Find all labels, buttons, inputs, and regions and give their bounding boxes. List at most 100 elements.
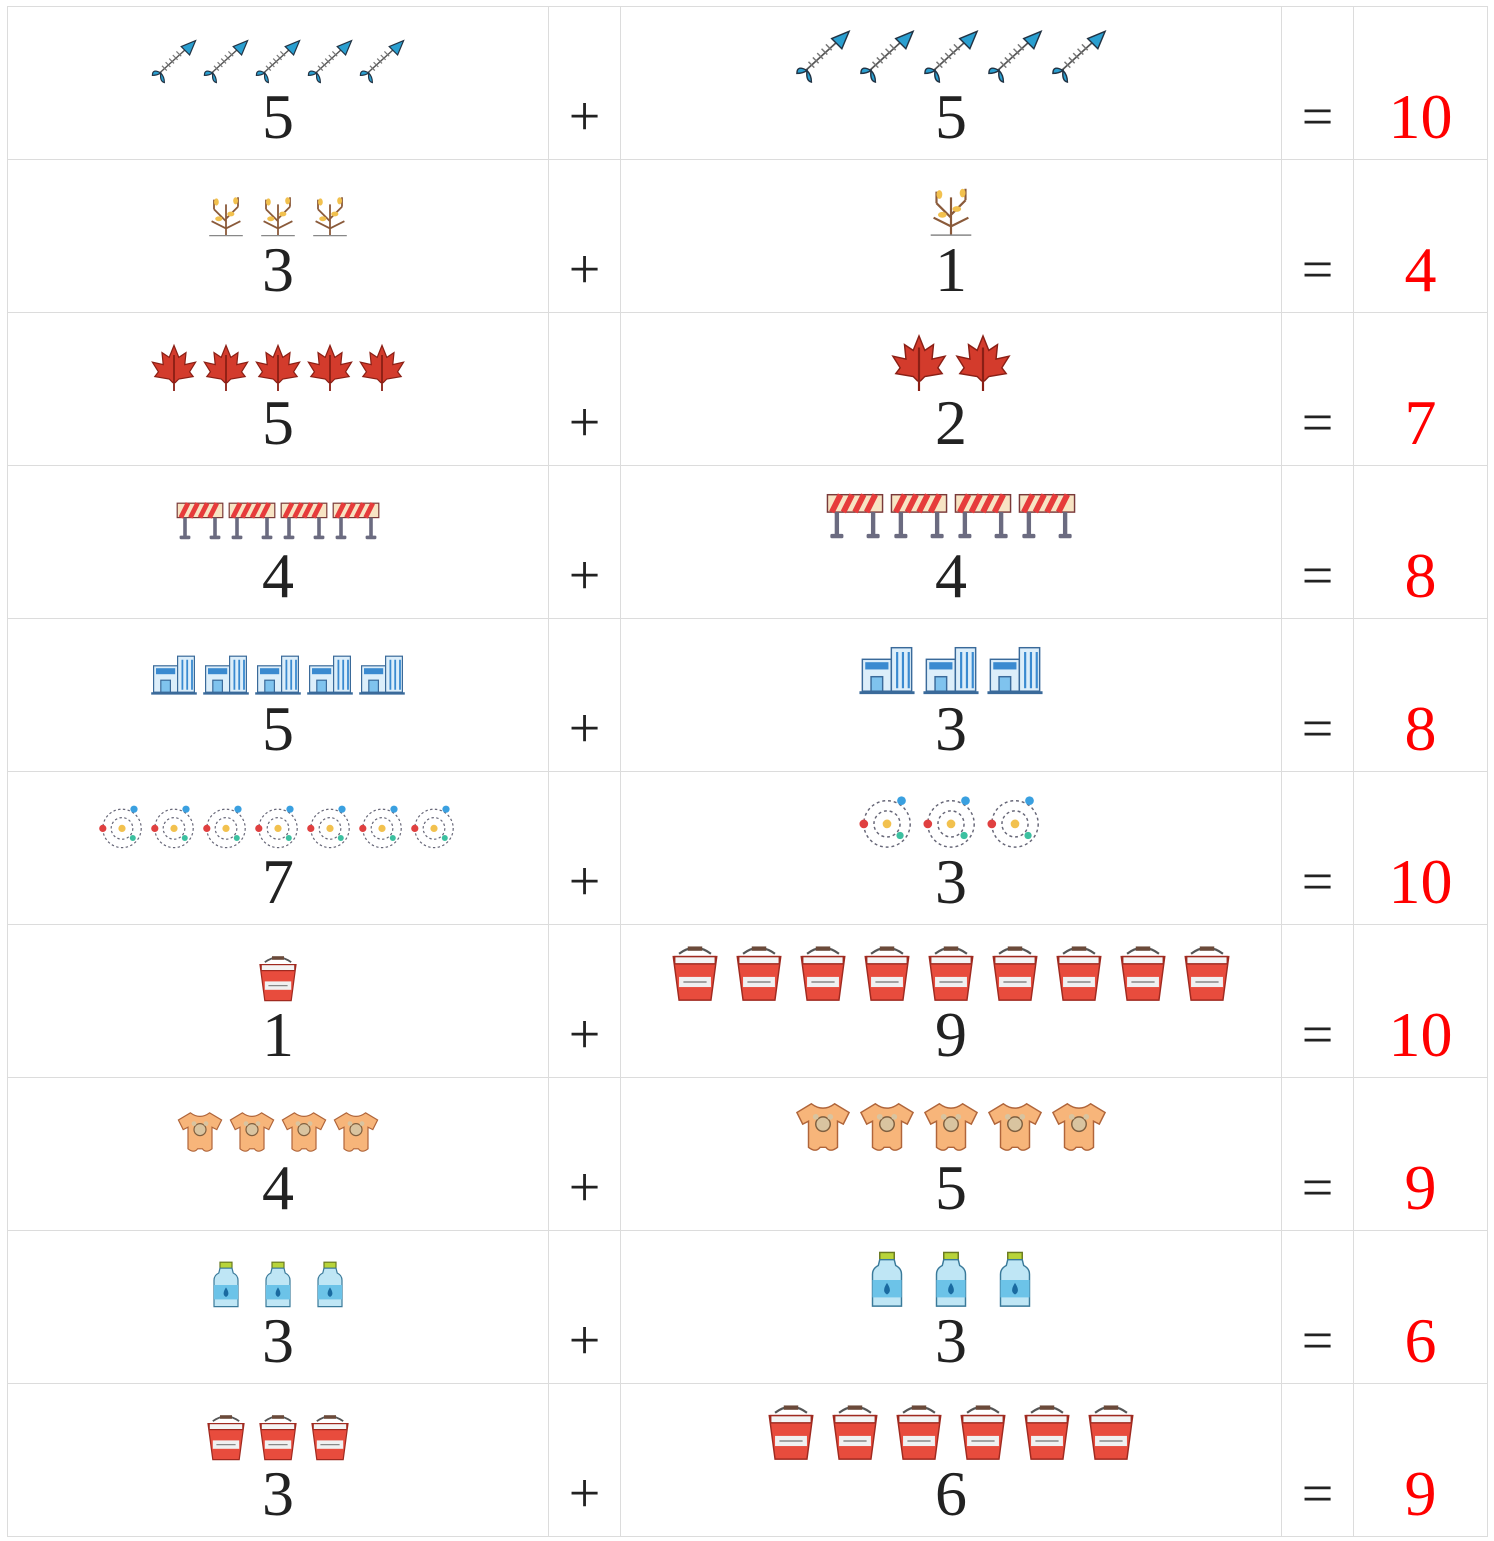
counting-icon xyxy=(1082,1404,1140,1462)
operator: = xyxy=(1282,1160,1353,1230)
icon-part xyxy=(318,198,323,205)
operator-cell: + xyxy=(549,619,621,772)
icon-part xyxy=(99,825,106,832)
icon-part xyxy=(287,518,291,537)
icon-part xyxy=(912,1405,927,1409)
counting-icon xyxy=(858,1251,916,1309)
icon-part xyxy=(1123,957,1164,964)
icon-part xyxy=(267,216,274,221)
icon-group xyxy=(621,331,1281,391)
number-cell: 3 xyxy=(8,160,549,313)
icon-part xyxy=(214,198,219,205)
answer: 10 xyxy=(1354,1003,1487,1077)
addend: 1 xyxy=(621,238,1281,312)
counting-icon xyxy=(954,333,1012,391)
counting-icon xyxy=(922,1251,980,1309)
icon-part xyxy=(316,49,342,73)
number-cell: 5 xyxy=(621,1078,1282,1231)
icon-group xyxy=(8,178,548,238)
counting-icon xyxy=(858,1098,916,1156)
icon-part xyxy=(1200,946,1215,950)
number-cell: 4 xyxy=(621,466,1282,619)
operator: + xyxy=(549,242,620,312)
counting-icon xyxy=(762,1404,820,1462)
icon-group xyxy=(621,790,1281,850)
number-cell: 4 xyxy=(1354,160,1488,313)
counting-icon xyxy=(826,486,884,544)
icon-part xyxy=(896,832,903,839)
icon-part xyxy=(1008,946,1023,950)
counting-icon xyxy=(202,802,250,850)
operator-cell: = xyxy=(1282,1231,1354,1384)
counting-icon xyxy=(826,1404,884,1462)
icon-part xyxy=(272,1415,284,1419)
number-cell: 5 xyxy=(8,313,549,466)
operator-cell: + xyxy=(549,772,621,925)
icon-part xyxy=(1011,820,1020,829)
operator-cell: = xyxy=(1282,925,1354,1078)
addend: 5 xyxy=(621,85,1281,159)
number-cell: 10 xyxy=(1354,7,1488,160)
addend: 3 xyxy=(621,697,1281,771)
number-cell: 1 xyxy=(8,925,549,1078)
operator: = xyxy=(1282,701,1353,771)
counting-icon xyxy=(1050,1098,1108,1156)
icon-part xyxy=(118,825,125,832)
icon-part xyxy=(130,806,137,813)
icon-part xyxy=(998,42,1030,71)
counting-icon xyxy=(306,190,354,238)
icon-part xyxy=(883,820,892,829)
icon-part xyxy=(212,49,238,73)
icon-part xyxy=(1059,534,1072,538)
answer: 7 xyxy=(1354,391,1487,465)
addend: 1 xyxy=(8,1003,548,1077)
icon-group xyxy=(621,637,1281,697)
icon-group xyxy=(621,25,1281,85)
icon-part xyxy=(442,835,448,841)
icon-part xyxy=(442,806,449,813)
operator-cell: = xyxy=(1282,313,1354,466)
icon-part xyxy=(880,946,895,950)
addend: 4 xyxy=(8,544,548,618)
counting-icon xyxy=(254,1261,302,1309)
counting-icon xyxy=(254,802,302,850)
icon-part xyxy=(1027,1416,1068,1423)
counting-icon xyxy=(922,945,980,1003)
operator-cell: + xyxy=(549,313,621,466)
icon-group xyxy=(8,1402,548,1462)
counting-icon xyxy=(1114,945,1172,1003)
operator: + xyxy=(549,701,620,771)
counting-icon xyxy=(254,649,302,697)
operator-cell: + xyxy=(549,466,621,619)
icon-part xyxy=(369,680,379,692)
icon-part xyxy=(161,680,171,692)
counting-icon xyxy=(890,333,948,391)
icon-part xyxy=(832,31,849,48)
icon-part xyxy=(896,31,913,48)
icon-part xyxy=(366,536,377,540)
icon-part xyxy=(995,957,1036,964)
counting-icon xyxy=(954,1404,1012,1462)
number-cell: 2 xyxy=(621,313,1282,466)
icon-part xyxy=(284,536,295,540)
number-cell: 3 xyxy=(621,1231,1282,1384)
counting-icon xyxy=(202,1414,250,1462)
counting-icon xyxy=(858,945,916,1003)
operator-cell: + xyxy=(549,7,621,160)
icon-part xyxy=(752,946,767,950)
icon-part xyxy=(285,197,290,204)
number-cell: 6 xyxy=(1354,1231,1488,1384)
icon-part xyxy=(220,1415,232,1419)
row: 5+3=8 xyxy=(8,619,1488,772)
icon-part xyxy=(806,42,838,71)
addend: 5 xyxy=(8,391,548,465)
icon-part xyxy=(348,1121,353,1126)
number-cell: 9 xyxy=(1354,1078,1488,1231)
operator: = xyxy=(1282,242,1353,312)
counting-icon xyxy=(1178,945,1236,1003)
icon-part xyxy=(337,41,351,55)
icon-part xyxy=(1072,1117,1087,1132)
icon-part xyxy=(1059,957,1100,964)
counting-icon xyxy=(358,649,406,697)
icon-part xyxy=(944,1252,959,1259)
